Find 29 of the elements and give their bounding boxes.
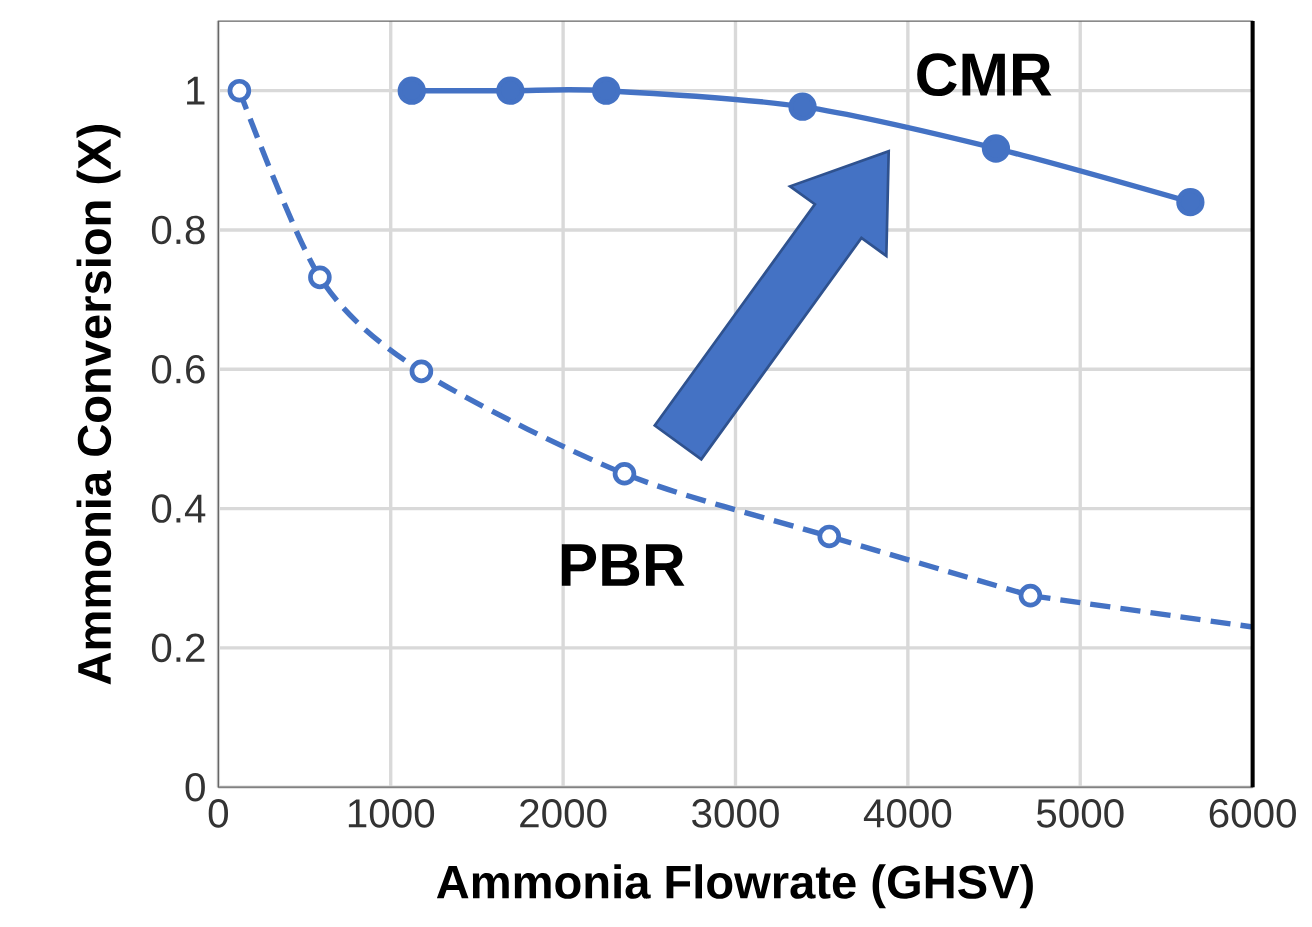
x-axis-title: Ammonia Flowrate (GHSV): [436, 864, 1033, 909]
point: [788, 92, 817, 121]
x-tick-label: 0: [208, 799, 229, 828]
y-tick-label: 0.4: [151, 494, 206, 523]
x-tick-label: 1000: [348, 799, 435, 828]
y-tick-label: 0.2: [151, 633, 205, 663]
point: [981, 134, 1011, 163]
point: [409, 359, 434, 384]
x-tick-label: 6000: [1209, 799, 1296, 828]
x-tick-label: 5000: [1036, 799, 1124, 828]
point: [592, 76, 621, 105]
point: [1018, 583, 1043, 608]
y-tick-label: 0.6: [151, 355, 205, 384]
point: [496, 76, 525, 105]
point: [397, 76, 426, 105]
point: [1176, 187, 1205, 217]
legend-label: CMR: [917, 53, 1052, 97]
x-tick-label: 4000: [863, 799, 952, 828]
point: [227, 78, 252, 103]
y-tick-label: 1: [187, 76, 205, 105]
y-tick-label: 0: [185, 772, 205, 802]
x-tick-label: 3000: [692, 799, 779, 828]
point: [308, 265, 332, 290]
point: [612, 461, 637, 486]
y-tick-label: 0.8: [151, 215, 205, 245]
series-label: PBR: [561, 544, 685, 586]
y-axis-title: Ammonia Conversion (X): [76, 125, 121, 685]
point: [817, 524, 842, 549]
x-tick-label: 2000: [520, 799, 607, 828]
